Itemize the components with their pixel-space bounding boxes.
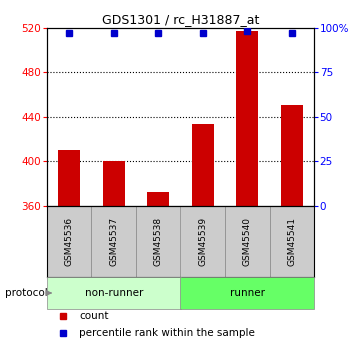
- Bar: [58, 150, 80, 206]
- Bar: [103, 161, 125, 206]
- Bar: [236, 31, 258, 206]
- Bar: [180, 206, 225, 277]
- Bar: [136, 206, 180, 277]
- Bar: [280, 106, 303, 206]
- Bar: [91, 206, 136, 277]
- Text: GSM45539: GSM45539: [198, 217, 207, 266]
- Text: count: count: [79, 311, 109, 321]
- Bar: [47, 277, 180, 309]
- Bar: [47, 206, 91, 277]
- Bar: [180, 277, 314, 309]
- Bar: [192, 125, 214, 206]
- Bar: [270, 206, 314, 277]
- Title: GDS1301 / rc_H31887_at: GDS1301 / rc_H31887_at: [102, 13, 259, 27]
- Text: runner: runner: [230, 288, 265, 298]
- Text: GSM45540: GSM45540: [243, 217, 252, 266]
- Bar: [147, 192, 169, 206]
- Text: GSM45537: GSM45537: [109, 217, 118, 266]
- Text: non-runner: non-runner: [84, 288, 143, 298]
- Text: GSM45536: GSM45536: [65, 217, 74, 266]
- Bar: [225, 206, 270, 277]
- Text: percentile rank within the sample: percentile rank within the sample: [79, 328, 255, 338]
- Text: protocol: protocol: [5, 288, 48, 298]
- Text: GSM45541: GSM45541: [287, 217, 296, 266]
- Text: GSM45538: GSM45538: [154, 217, 163, 266]
